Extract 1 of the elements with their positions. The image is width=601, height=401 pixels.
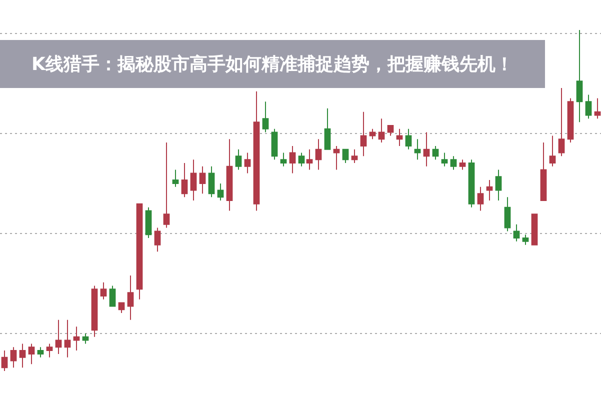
caption-banner: K线猎手：揭秘股市高手如何精准捕捉趋势，把握赚钱先机！ [0,40,545,88]
